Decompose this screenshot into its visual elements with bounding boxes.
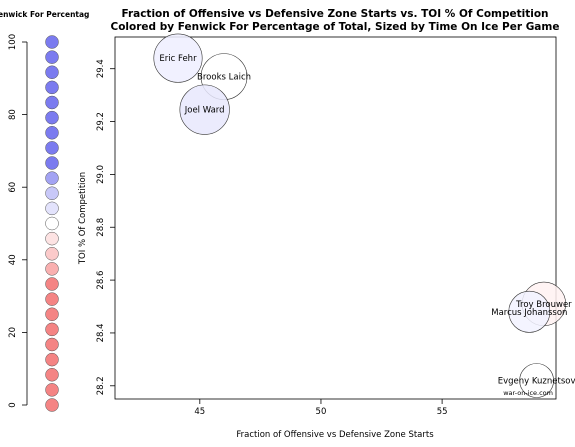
legend-swatch	[45, 231, 59, 246]
data-point-bubble	[179, 84, 230, 135]
legend-title: enwick For Percentag	[0, 10, 89, 19]
y-tick-label: 29.0	[96, 165, 106, 184]
data-point	[179, 84, 230, 135]
y-tick-label: 28.2	[96, 376, 106, 395]
legend-swatch	[45, 277, 59, 291]
data-point-bubble	[153, 33, 203, 83]
data-point	[508, 290, 551, 333]
legend-swatch	[45, 50, 59, 64]
legend-tick-label: 0	[8, 402, 18, 407]
data-point-label: Joel Ward	[184, 106, 225, 116]
y-axis-label: TOI % Of Competition	[78, 172, 88, 265]
legend-tick-label: 20	[8, 327, 18, 338]
legend: 0 20 40 60 80 100	[8, 34, 59, 412]
legend-tick-label: 80	[8, 109, 18, 120]
credit-text: war-on-ice.com	[503, 389, 553, 397]
legend-swatch	[45, 216, 59, 231]
data-point-bubble	[519, 363, 554, 398]
x-tick-label: 55	[437, 407, 448, 417]
legend-swatch	[45, 186, 59, 200]
legend-swatch	[45, 262, 59, 276]
data-point-label: Evgeny Kuznetsov	[498, 377, 575, 387]
legend-swatch	[45, 383, 59, 397]
data-point-label: Brooks Laich	[197, 73, 251, 83]
chart-title-line1: Fraction of Offensive vs Defensive Zone …	[121, 8, 548, 20]
x-tick-label: 45	[194, 407, 205, 417]
legend-swatch	[45, 171, 59, 185]
y-tick-label: 29.2	[96, 112, 106, 131]
data-point-label: Eric Fehr	[159, 54, 197, 64]
x-axis-label: Fraction of Offensive vs Defensive Zone …	[236, 430, 434, 440]
legend-swatch	[45, 247, 59, 261]
legend-swatch	[45, 307, 59, 321]
axes: 45 50 55 28.2 28.4 28.6 28.8 29.0 29.2 29.4	[96, 59, 448, 417]
legend-tick-label: 100	[8, 34, 18, 50]
legend-swatch	[45, 95, 59, 110]
legend-swatch	[45, 141, 59, 155]
legend-swatch	[45, 398, 59, 412]
plot-frame	[114, 36, 557, 400]
data-point-label: Troy Brouwer	[515, 300, 572, 310]
y-tick-label: 28.4	[96, 323, 106, 342]
legend-swatch	[45, 368, 59, 382]
legend-tick-label: 60	[8, 182, 18, 193]
legend-swatch	[45, 35, 59, 49]
data-point-bubble	[508, 290, 551, 333]
legend-swatch	[45, 292, 59, 306]
legend-swatch	[45, 110, 59, 125]
y-tick-label: 28.6	[96, 271, 106, 290]
y-tick-label: 29.4	[96, 59, 106, 78]
legend-swatch	[45, 322, 59, 337]
data-point	[153, 33, 203, 83]
legend-tick-label: 40	[8, 254, 18, 265]
legend-swatch	[45, 156, 59, 170]
legend-swatch	[45, 126, 59, 140]
chart-title-line2: Colored by Fenwick For Percentage of Tot…	[111, 21, 560, 33]
data-point-label: Marcus Johansson	[491, 308, 567, 318]
legend-swatch	[45, 65, 59, 79]
y-tick-label: 28.8	[96, 218, 106, 237]
legend-swatch	[45, 337, 59, 352]
data-point	[519, 363, 554, 398]
legend-swatch	[45, 201, 59, 216]
x-tick-label: 50	[316, 407, 327, 417]
legend-swatch	[45, 80, 59, 95]
legend-swatch	[45, 352, 59, 367]
